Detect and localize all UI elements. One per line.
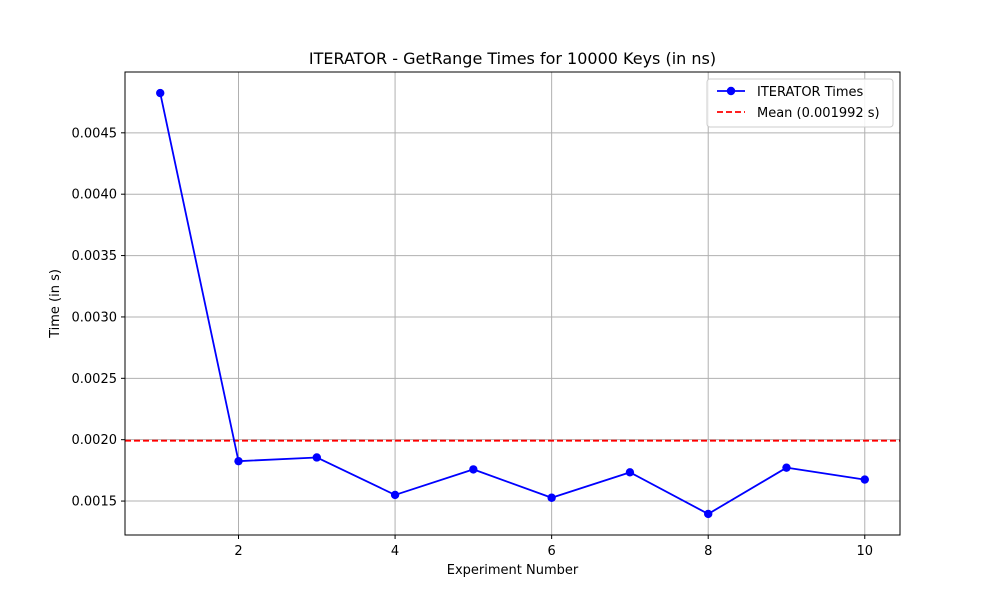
data-point [469, 465, 478, 474]
legend-box [706, 78, 894, 128]
data-point [312, 453, 321, 462]
series-layer [156, 88, 869, 519]
y-axis-label: Time (in s) [48, 269, 63, 339]
y-tick-label: 0.0025 [72, 372, 118, 387]
data-point [547, 493, 556, 502]
y-axis: 0.0015 0.0020 0.0025 0.0030 0.0035 0.0040 0.00… [72, 126, 125, 510]
legend-marker-series [726, 86, 736, 96]
x-tick-label: 2 [234, 544, 242, 559]
plot-frame [124, 71, 901, 536]
data-point [156, 88, 165, 98]
x-tick-label: 8 [704, 544, 712, 559]
x-tick-label: 6 [548, 544, 556, 559]
x-axis-label: Experiment Number [447, 563, 579, 578]
y-tick-label: 0.0045 [72, 126, 118, 141]
data-point [625, 468, 635, 477]
data-point [390, 490, 400, 500]
data-point [704, 509, 713, 519]
chart-title: ITERATOR - GetRange Times for 10000 Keys… [309, 49, 716, 68]
x-tick-label: 10 [856, 544, 873, 559]
y-tick-label: 0.0030 [72, 310, 118, 325]
legend-label-mean: Mean (0.001992 s) [757, 106, 880, 121]
legend: ITERATOR Times Mean (0.001992 s) [706, 78, 894, 128]
x-tick-label: 4 [391, 544, 399, 559]
grid [125, 72, 900, 535]
series-line [159, 92, 865, 515]
data-point [234, 456, 243, 466]
plot-background [125, 72, 900, 535]
y-tick-label: 0.0040 [72, 188, 118, 203]
y-tick-label: 0.0020 [72, 433, 118, 448]
x-axis: 2 4 6 8 10 [234, 535, 873, 559]
y-tick-label: 0.0035 [72, 249, 118, 264]
data-point [782, 463, 791, 472]
legend-label-series: ITERATOR Times [757, 85, 864, 100]
data-point [860, 475, 869, 484]
y-tick-label: 0.0015 [72, 495, 118, 510]
